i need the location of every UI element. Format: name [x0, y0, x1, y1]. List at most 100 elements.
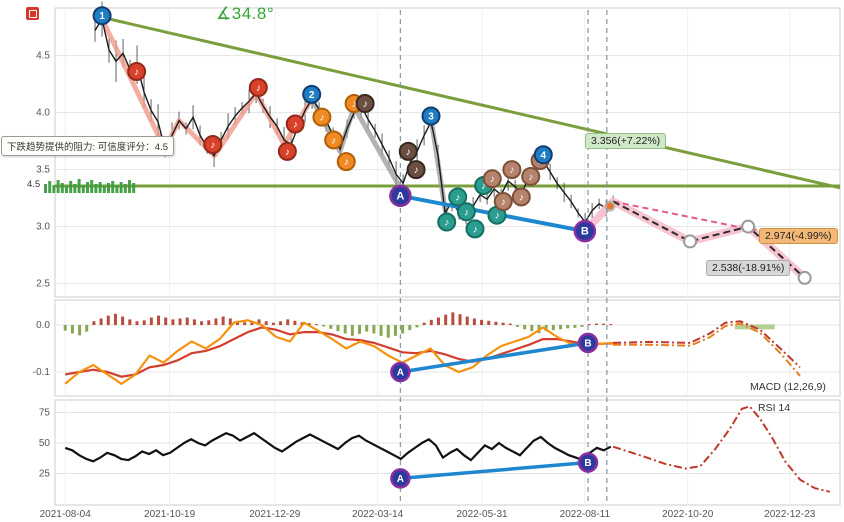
note-marker-brown[interactable] — [511, 187, 531, 207]
score-strip-bar — [65, 186, 68, 193]
macd-histogram-bar — [365, 325, 369, 332]
note-marker-brown[interactable] — [502, 160, 522, 180]
downtrend-line[interactable] — [99, 15, 841, 190]
projection-node[interactable] — [797, 270, 812, 285]
macd-histogram-bar — [501, 322, 505, 326]
note-marker-brown[interactable] — [521, 166, 541, 186]
ab-marker-label: A — [396, 190, 404, 202]
note-glyph: ♪ — [444, 218, 449, 229]
macd-projection-red — [613, 320, 801, 369]
score-strip-bar — [119, 182, 123, 193]
note-marker-red[interactable] — [248, 78, 268, 98]
resistance-price-badge: 3.356(+7.22%) — [585, 133, 667, 149]
wave-marker-4[interactable] — [533, 145, 553, 165]
macd-histogram-bar — [200, 321, 204, 326]
macd-histogram-bar — [70, 325, 74, 334]
point-b-marker[interactable] — [577, 452, 599, 473]
ab-marker-label: A — [397, 368, 404, 379]
score-strip-bar — [77, 179, 81, 193]
macd-histogram-bar — [257, 319, 261, 326]
projection-node[interactable] — [741, 219, 756, 234]
wave-marker-3[interactable] — [421, 106, 441, 126]
macd-histogram-bar — [379, 325, 383, 336]
rsi-projection — [612, 405, 831, 493]
note-marker-red[interactable] — [277, 141, 297, 161]
note-glyph: ♪ — [210, 140, 215, 151]
note-marker-dark[interactable] — [355, 93, 375, 113]
y-axis-label: 2.5 — [36, 279, 50, 290]
point-a-marker[interactable] — [390, 468, 411, 489]
projection-line-low — [612, 200, 806, 279]
draw-tool-icon[interactable] — [26, 7, 39, 20]
note-marker-red[interactable] — [203, 135, 223, 155]
wave-marker-1[interactable] — [92, 6, 112, 26]
macd-histogram-bar — [157, 315, 161, 326]
macd-histogram-bar — [171, 319, 175, 326]
note-glyph: ♪ — [134, 67, 139, 78]
score-strip-bar — [73, 184, 77, 193]
macd-histogram-bar — [286, 319, 290, 326]
note-glyph: ♪ — [455, 192, 460, 203]
point-b-marker[interactable] — [573, 219, 597, 243]
macd-histogram-bar — [178, 318, 182, 326]
x-axis-label: 2021-12-29 — [249, 509, 301, 520]
macd-histogram-bar — [487, 320, 491, 326]
wave-marker-2[interactable] — [302, 84, 322, 104]
wave-marker-label: 4 — [540, 150, 546, 161]
note-glyph: ♪ — [256, 83, 261, 94]
score-strip-bar — [44, 184, 47, 193]
rsi-line-casing — [64, 430, 612, 464]
note-glyph: ♪ — [352, 99, 357, 110]
note-marker-orange[interactable] — [336, 152, 356, 172]
macd-histogram-bar — [358, 325, 362, 334]
macd-histogram-bar — [386, 325, 390, 338]
note-glyph: ♪ — [406, 147, 411, 158]
note-marker-red[interactable] — [285, 114, 305, 134]
note-marker-dark[interactable] — [398, 141, 418, 161]
wave-marker-label: 2 — [309, 90, 315, 101]
macd-histogram-bar — [336, 325, 340, 332]
scenario-mid-price-badge: 2.974(-4.99%) — [759, 228, 838, 244]
trend-angle-label: ∡34.8° — [216, 4, 275, 23]
note-glyph: ♪ — [293, 120, 298, 131]
macd-histogram-bar — [99, 318, 103, 326]
note-glyph: ♪ — [481, 181, 486, 192]
note-marker-red[interactable] — [127, 62, 147, 82]
score-strip-bar — [86, 182, 89, 193]
macd-histogram-bar — [544, 325, 548, 332]
macd-projection-orange — [613, 322, 801, 377]
macd-histogram-bar — [444, 314, 448, 326]
ab-marker-label: B — [581, 226, 589, 238]
note-marker-dark[interactable] — [406, 160, 426, 180]
macd-histogram-bar — [78, 325, 82, 336]
score-strip-bar — [94, 184, 98, 193]
panel-border — [54, 299, 841, 397]
note-marker-orange[interactable] — [324, 130, 344, 150]
ab-trend-line[interactable] — [398, 460, 590, 481]
note-glyph: ♪ — [331, 135, 336, 146]
score-strip-bar — [81, 185, 85, 193]
point-a-marker[interactable] — [389, 184, 412, 208]
macd-histogram-bar — [128, 319, 132, 326]
macd-histogram-bar — [207, 320, 211, 326]
note-marker-brown[interactable] — [493, 192, 513, 212]
x-axis-label: 2021-08-04 — [40, 509, 92, 520]
note-marker-teal[interactable] — [437, 212, 457, 232]
note-marker-brown[interactable] — [482, 169, 502, 189]
note-glyph: ♪ — [509, 165, 514, 176]
trend-tooltip: 下跌趋势提供的阻力: 可信度评分：4.5 — [1, 136, 174, 156]
macd-histogram-bar — [587, 324, 591, 326]
note-marker-teal[interactable] — [448, 187, 468, 207]
point-b-marker[interactable] — [577, 332, 599, 354]
note-marker-orange[interactable] — [312, 107, 332, 127]
note-marker-teal[interactable] — [456, 202, 476, 222]
macd-histogram-bar — [594, 323, 598, 326]
ab-trend-line[interactable] — [398, 341, 590, 374]
macd-histogram-bar — [228, 318, 232, 326]
note-marker-teal[interactable] — [465, 219, 485, 239]
macd-histogram-bar — [465, 316, 469, 326]
projection-node[interactable] — [683, 234, 698, 249]
point-a-marker[interactable] — [390, 361, 411, 383]
score-strip-bar — [52, 185, 56, 193]
